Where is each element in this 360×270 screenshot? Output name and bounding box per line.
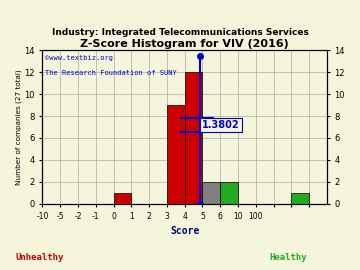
Text: Industry: Integrated Telecommunications Services: Industry: Integrated Telecommunications … [51,28,309,37]
Bar [185,72,202,204]
Bar [202,182,220,204]
X-axis label: Score: Score [170,226,199,236]
Text: Healthy: Healthy [269,253,307,262]
Bar [167,105,185,204]
Text: ©www.textbiz.org: ©www.textbiz.org [45,55,113,61]
Text: The Research Foundation of SUNY: The Research Foundation of SUNY [45,70,177,76]
Text: 1.3802: 1.3802 [202,120,240,130]
Y-axis label: Number of companies (27 total): Number of companies (27 total) [15,69,22,185]
Bar [113,193,131,204]
Bar [291,193,309,204]
Title: Z-Score Histogram for VIV (2016): Z-Score Histogram for VIV (2016) [80,39,289,49]
Bar [220,182,238,204]
Text: Unhealthy: Unhealthy [15,253,64,262]
